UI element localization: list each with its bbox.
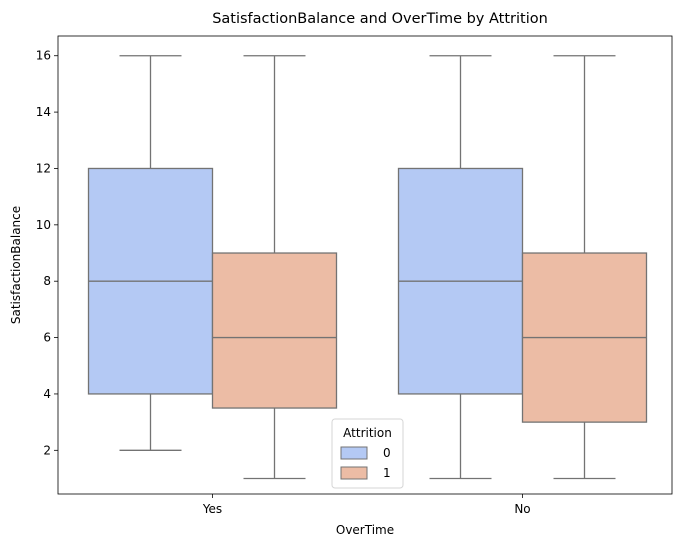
- y-tick-label: 10: [36, 218, 51, 232]
- y-tick-label: 4: [43, 387, 51, 401]
- legend: Attrition 0 1: [331, 418, 404, 489]
- y-tick-label: 6: [43, 331, 51, 345]
- legend-label-0: 0: [383, 446, 391, 460]
- x-axis: Yes No: [202, 494, 531, 516]
- legend-swatch-1: [340, 466, 368, 480]
- y-tick-label: 16: [36, 49, 51, 63]
- box-no-1: [521, 55, 648, 480]
- plot-frame: [57, 35, 673, 495]
- y-axis: 2 4 6 8 10 12 14 16: [36, 49, 58, 457]
- boxes-layer: [87, 55, 648, 480]
- y-axis-title: SatisfactionBalance: [9, 206, 23, 324]
- box-yes-0: [87, 55, 214, 451]
- y-tick-label: 14: [36, 105, 51, 119]
- chart-title: SatisfactionBalance and OverTime by Attr…: [212, 11, 548, 27]
- box-yes-1: [211, 55, 338, 480]
- y-tick-label: 8: [43, 274, 51, 288]
- x-tick-label: No: [514, 502, 530, 516]
- x-tick-label: Yes: [202, 502, 222, 516]
- iqr-box: [211, 252, 338, 409]
- x-axis-title: OverTime: [336, 523, 394, 537]
- legend-swatch-0: [340, 446, 368, 460]
- legend-title: Attrition: [343, 426, 392, 440]
- legend-label-1: 1: [383, 466, 391, 480]
- y-tick-label: 12: [36, 161, 51, 175]
- y-tick-label: 2: [43, 443, 51, 457]
- box-no-0: [397, 55, 524, 480]
